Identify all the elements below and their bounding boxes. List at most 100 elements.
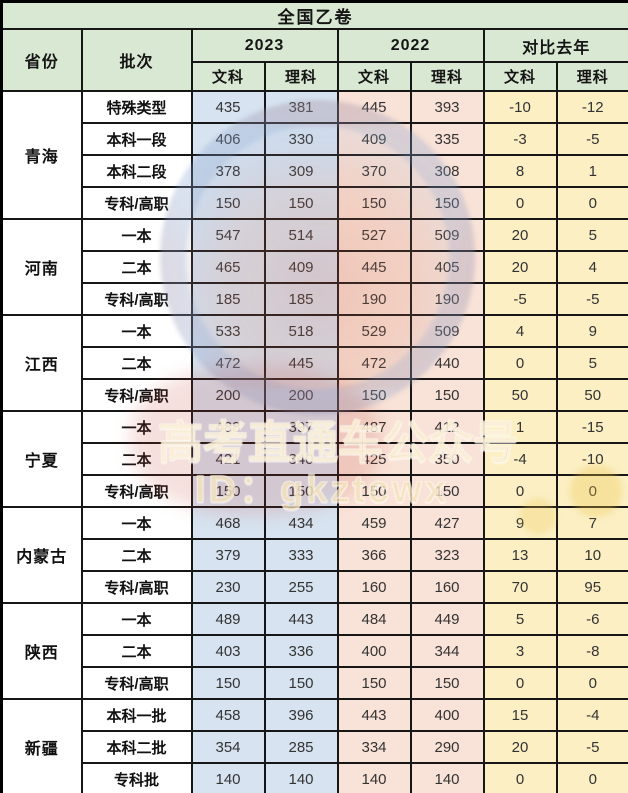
- table-row: 二本 472 445 472 440 0 5: [2, 346, 628, 380]
- cell-2022-li: 350: [409, 442, 485, 476]
- col-header-2022-wen: 文科: [336, 61, 412, 92]
- table-row: 本科二段 378 309 370 308 8 1: [2, 154, 628, 188]
- batch-cell: 专科/高职: [80, 186, 193, 220]
- cell-2023-li: 443: [263, 602, 339, 636]
- cell-diff-li: 10: [555, 538, 628, 572]
- table-row: 二本 465 409 445 405 20 4: [2, 250, 628, 284]
- cell-2022-wen: 445: [336, 90, 412, 124]
- cell-2023-li: 285: [263, 730, 339, 764]
- cell-diff-wen: -4: [482, 442, 558, 476]
- batch-cell: 一本: [80, 602, 193, 636]
- table-row: 陕西 一本 489 443 484 449 5 -6: [0, 602, 628, 700]
- cell-2023-wen: 150: [190, 186, 266, 220]
- cell-2022-li: 405: [409, 250, 485, 284]
- table-row: 新疆 本科一批 458 396 443 400 15 -4: [0, 698, 628, 793]
- cell-diff-li: 9: [555, 314, 628, 348]
- batch-cell: 本科二段: [80, 154, 193, 188]
- cell-diff-wen: -10: [482, 90, 558, 124]
- cell-diff-wen: 5: [482, 602, 558, 636]
- cell-2023-li: 150: [263, 666, 339, 700]
- cell-diff-li: 95: [555, 570, 628, 604]
- cell-2022-li: 140: [409, 762, 485, 793]
- cell-2022-wen: 487: [336, 410, 412, 444]
- cell-diff-wen: 3: [482, 634, 558, 668]
- table-row: 二本 403 336 400 344 3 -8: [2, 634, 628, 668]
- cell-2022-wen: 150: [336, 378, 412, 412]
- cell-2023-wen: 403: [190, 634, 266, 668]
- cell-2022-li: 509: [409, 314, 485, 348]
- cell-diff-li: -12: [555, 90, 628, 124]
- table-row: 江西 一本 533 518 529 509 4 9: [0, 314, 628, 412]
- cell-diff-li: -6: [555, 602, 628, 636]
- cell-diff-li: 0: [555, 666, 628, 700]
- col-header-compare: 对比去年: [482, 28, 628, 63]
- batch-cell: 本科一段: [80, 122, 193, 156]
- cell-diff-li: 0: [555, 762, 628, 793]
- cell-2022-wen: 409: [336, 122, 412, 156]
- col-header-batch: 批次: [80, 28, 193, 92]
- cell-2023-wen: 468: [190, 506, 266, 540]
- province-cell: 河南: [0, 218, 83, 316]
- cell-diff-li: -8: [555, 634, 628, 668]
- cell-2023-wen: 406: [190, 122, 266, 156]
- cell-2022-wen: 140: [336, 762, 412, 793]
- cell-2022-li: 308: [409, 154, 485, 188]
- province-cell: 新疆: [0, 698, 83, 793]
- cell-2022-wen: 160: [336, 570, 412, 604]
- cell-diff-li: 4: [555, 250, 628, 284]
- cell-2022-wen: 443: [336, 698, 412, 732]
- cell-2022-li: 335: [409, 122, 485, 156]
- table-row: 专科/高职 150 150 150 150 0 0: [2, 474, 628, 508]
- batch-cell: 二本: [80, 250, 193, 284]
- cell-diff-wen: 0: [482, 666, 558, 700]
- table-row: 内蒙古 一本 468 434 459 427 9 7: [0, 506, 628, 604]
- batch-cell: 一本: [80, 218, 193, 252]
- cell-2022-wen: 425: [336, 442, 412, 476]
- cell-2022-wen: 150: [336, 186, 412, 220]
- cell-2023-li: 514: [263, 218, 339, 252]
- batch-cell: 二本: [80, 442, 193, 476]
- table-row: 二本 421 340 425 350 -4 -10: [2, 442, 628, 476]
- cell-diff-li: -15: [555, 410, 628, 444]
- cell-2023-wen: 140: [190, 762, 266, 793]
- cell-diff-li: -4: [555, 698, 628, 732]
- table-row: 本科二批 354 285 334 290 20 -5: [2, 730, 628, 764]
- cell-2022-li: 449: [409, 602, 485, 636]
- cell-2023-li: 396: [263, 698, 339, 732]
- cell-2023-li: 397: [263, 410, 339, 444]
- table-row: 专科/高职 150 150 150 150 0 0: [2, 186, 628, 220]
- cell-diff-li: 1: [555, 154, 628, 188]
- cell-2023-li: 150: [263, 474, 339, 508]
- batch-cell: 专科/高职: [80, 666, 193, 700]
- cell-2023-li: 445: [263, 346, 339, 380]
- cell-diff-wen: 0: [482, 762, 558, 793]
- cell-diff-wen: 20: [482, 218, 558, 252]
- cell-diff-wen: 0: [482, 474, 558, 508]
- table-row: 河南 一本 547 514 527 509 20 5: [0, 218, 628, 316]
- col-header-2023-wen: 文科: [190, 61, 266, 92]
- col-header-2023: 2023: [190, 28, 339, 63]
- province-cell: 青海: [0, 90, 83, 220]
- cell-2022-wen: 445: [336, 250, 412, 284]
- cell-diff-li: -10: [555, 442, 628, 476]
- batch-cell: 专科/高职: [80, 282, 193, 316]
- cell-2022-li: 160: [409, 570, 485, 604]
- cell-diff-wen: -3: [482, 122, 558, 156]
- cell-2023-li: 150: [263, 186, 339, 220]
- cell-2022-wen: 484: [336, 602, 412, 636]
- col-header-compare-li: 理科: [555, 61, 628, 92]
- cell-diff-wen: 9: [482, 506, 558, 540]
- cell-2022-wen: 334: [336, 730, 412, 764]
- batch-cell: 一本: [80, 506, 193, 540]
- col-header-2023-li: 理科: [263, 61, 339, 92]
- table-row: 专科/高职 200 200 150 150 50 50: [2, 378, 628, 412]
- batch-cell: 一本: [80, 314, 193, 348]
- table-title: 全国乙卷: [0, 0, 628, 30]
- batch-cell: 专科批: [80, 762, 193, 793]
- batch-cell: 一本: [80, 410, 193, 444]
- table-row: 本科一段 406 330 409 335 -3 -5: [2, 122, 628, 156]
- cell-2022-wen: 459: [336, 506, 412, 540]
- cell-diff-li: 5: [555, 218, 628, 252]
- cell-2022-li: 412: [409, 410, 485, 444]
- cell-2022-li: 440: [409, 346, 485, 380]
